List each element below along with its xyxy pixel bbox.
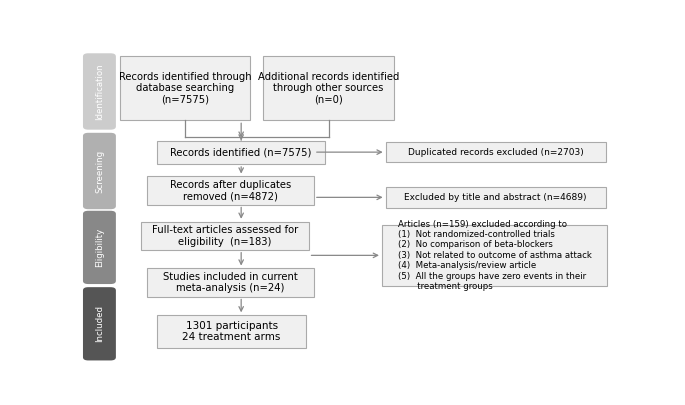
Text: Records after duplicates
removed (n=4872): Records after duplicates removed (n=4872…	[170, 180, 291, 201]
Text: Identification: Identification	[95, 63, 104, 120]
Text: Additional records identified
through other sources
(n=0): Additional records identified through ot…	[258, 72, 399, 105]
FancyBboxPatch shape	[120, 56, 250, 120]
FancyBboxPatch shape	[386, 188, 606, 208]
Text: Articles (n=159) excluded according to
(1)  Not randomized-controlled trials
(2): Articles (n=159) excluded according to (…	[398, 220, 592, 291]
Text: Included: Included	[95, 305, 104, 342]
FancyBboxPatch shape	[83, 287, 116, 360]
FancyBboxPatch shape	[158, 141, 325, 164]
FancyBboxPatch shape	[83, 53, 116, 130]
Text: Eligibility: Eligibility	[95, 228, 104, 267]
FancyBboxPatch shape	[147, 269, 314, 296]
Text: Full-text articles assessed for
eligibility  (n=183): Full-text articles assessed for eligibil…	[152, 225, 298, 247]
FancyBboxPatch shape	[382, 225, 608, 286]
FancyBboxPatch shape	[83, 211, 116, 284]
Text: Excluded by title and abstract (n=4689): Excluded by title and abstract (n=4689)	[404, 193, 587, 202]
Text: Duplicated records excluded (n=2703): Duplicated records excluded (n=2703)	[408, 148, 584, 157]
FancyBboxPatch shape	[141, 222, 308, 250]
FancyBboxPatch shape	[386, 142, 606, 162]
FancyBboxPatch shape	[147, 177, 314, 205]
FancyBboxPatch shape	[83, 133, 116, 209]
Text: Records identified through
database searching
(n=7575): Records identified through database sear…	[119, 72, 251, 105]
Text: Screening: Screening	[95, 149, 104, 192]
FancyBboxPatch shape	[158, 315, 306, 348]
Text: Studies included in current
meta-analysis (n=24): Studies included in current meta-analysi…	[163, 272, 298, 293]
Text: Records identified (n=7575): Records identified (n=7575)	[170, 147, 312, 157]
Text: 1301 participants
24 treatment arms: 1301 participants 24 treatment arms	[182, 321, 281, 342]
FancyBboxPatch shape	[264, 56, 393, 120]
